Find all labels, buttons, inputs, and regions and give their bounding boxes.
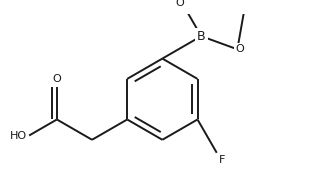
Text: F: F	[219, 155, 225, 165]
Text: O: O	[176, 0, 184, 8]
Text: O: O	[235, 44, 244, 54]
Text: B: B	[197, 30, 206, 43]
Text: HO: HO	[10, 130, 27, 141]
Text: O: O	[52, 74, 61, 84]
